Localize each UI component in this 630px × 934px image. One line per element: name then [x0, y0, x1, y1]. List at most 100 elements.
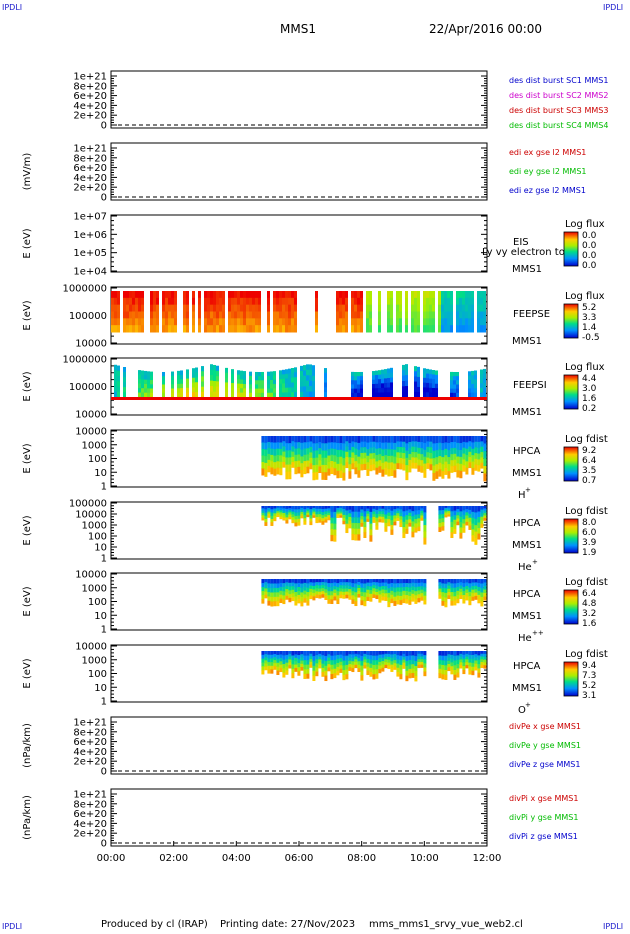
spectrogram-cell	[408, 465, 412, 473]
spectrogram-cell	[450, 436, 454, 443]
spectrogram-cell	[348, 582, 352, 587]
spectrogram-cell	[303, 590, 307, 595]
spectrogram-cell	[414, 651, 418, 657]
spectrogram-cell	[351, 291, 354, 299]
spectrogram-cell	[294, 651, 298, 655]
spectrogram-cell	[384, 467, 388, 475]
spectrogram-cell	[171, 384, 174, 390]
legend-entry: edi ez gse l2 MMS1	[509, 186, 586, 195]
spectrogram-cell	[393, 436, 397, 444]
spectrogram-cell	[291, 311, 294, 319]
spectrogram-cell	[321, 585, 325, 589]
spectrogram-cell	[441, 592, 445, 598]
spectrogram-cell	[294, 461, 298, 468]
spectrogram-cell	[477, 511, 481, 518]
spectrogram-cell	[264, 456, 268, 464]
spectrogram-cell	[351, 325, 354, 333]
spectrogram-cell	[405, 364, 408, 371]
spectrogram-cell	[447, 657, 451, 662]
spectrogram-cell	[252, 297, 255, 306]
spectrogram-cell	[288, 656, 292, 660]
spectrogram-cell	[267, 436, 271, 443]
spectrogram-cell	[222, 311, 225, 319]
spectrogram-cell	[423, 531, 427, 539]
spectrogram-cell	[483, 443, 487, 452]
spectrogram-cell	[450, 600, 454, 606]
spectrogram-cell	[342, 450, 346, 459]
spectrogram-cell	[483, 662, 487, 666]
spectrogram-cell	[354, 517, 358, 524]
spectrogram-cell	[462, 453, 466, 460]
spectrogram-cell	[321, 450, 325, 459]
species-charge-label: +	[525, 701, 531, 709]
spectrogram-cell	[273, 462, 277, 470]
spectrogram-cell	[291, 651, 295, 656]
spectrogram-cell	[408, 509, 412, 514]
spectrogram-cell	[336, 662, 340, 668]
spectrogram-cell	[363, 463, 367, 470]
spectrogram-cell	[213, 370, 216, 377]
spectrogram-cell	[312, 665, 316, 672]
spectrogram-cell	[375, 461, 379, 469]
spectrogram-cell	[465, 442, 469, 450]
y-tick-label: 1000	[82, 655, 107, 666]
spectrogram-cell	[468, 591, 472, 597]
spectrogram-cell	[417, 318, 420, 326]
spectrogram-cell	[474, 506, 478, 513]
spectrogram-cell	[168, 325, 171, 333]
spectrogram-cell	[402, 441, 406, 448]
spectrogram-cell	[462, 436, 466, 443]
spectrogram-cell	[462, 666, 466, 671]
spectrogram-cell	[333, 529, 337, 536]
spectrogram-cell	[342, 472, 346, 481]
spectrogram-cell	[426, 392, 429, 398]
spectrogram-cell	[369, 297, 372, 306]
spectrogram-cell	[252, 291, 255, 299]
spectrogram-cell	[360, 318, 363, 326]
spectrogram-cell	[405, 325, 408, 333]
spectrogram-cell	[291, 377, 294, 383]
spectrogram-cell	[354, 297, 357, 306]
spectrogram-cell	[267, 384, 270, 390]
x-tick-label: 10:00	[410, 853, 439, 864]
spectrogram-cell	[297, 651, 301, 656]
spectrogram-cell	[153, 311, 156, 319]
spectrogram-cell	[303, 506, 307, 510]
spectrogram-cell	[327, 654, 331, 659]
spectrogram-cell	[243, 325, 246, 333]
spectrogram-cell	[465, 589, 469, 594]
legend-entry: des dist burst SC4 MMS4	[509, 121, 608, 130]
spectrogram-cell	[381, 589, 385, 594]
spectrogram-cell	[465, 506, 469, 510]
spectrogram-cell	[396, 318, 399, 326]
spectrogram-cell	[285, 325, 288, 333]
spectrogram-cell	[303, 664, 307, 670]
y-tick-label: 10	[94, 683, 107, 694]
spectrogram-cell	[309, 364, 312, 371]
spectrogram-cell	[453, 371, 456, 377]
spectrogram-cell	[303, 515, 307, 519]
spectrogram-cell	[303, 586, 307, 592]
spectrogram-cell	[468, 451, 472, 458]
spectrogram-cell	[456, 311, 459, 319]
spectrogram-cell	[483, 473, 487, 482]
spectrogram-cell	[372, 375, 375, 381]
spectrogram-cell	[447, 464, 451, 472]
spectrogram-cell	[411, 462, 415, 469]
spectrogram-cell	[297, 582, 301, 588]
spectrogram-cell	[324, 372, 327, 379]
spectrogram-cell	[384, 589, 388, 594]
spectrogram-cell	[330, 461, 334, 468]
spectrogram-cell	[282, 311, 285, 319]
spectrogram-cell	[282, 659, 286, 665]
spectrogram-cell	[393, 666, 397, 670]
spectrogram-cell	[147, 375, 150, 381]
spectrogram-cell	[417, 506, 421, 511]
spectrogram-cell	[354, 506, 358, 513]
spectrogram-cell	[384, 442, 388, 450]
spectrogram-cell	[249, 384, 252, 390]
spectrogram-cell	[297, 506, 301, 510]
spectrogram-cell	[408, 441, 412, 449]
